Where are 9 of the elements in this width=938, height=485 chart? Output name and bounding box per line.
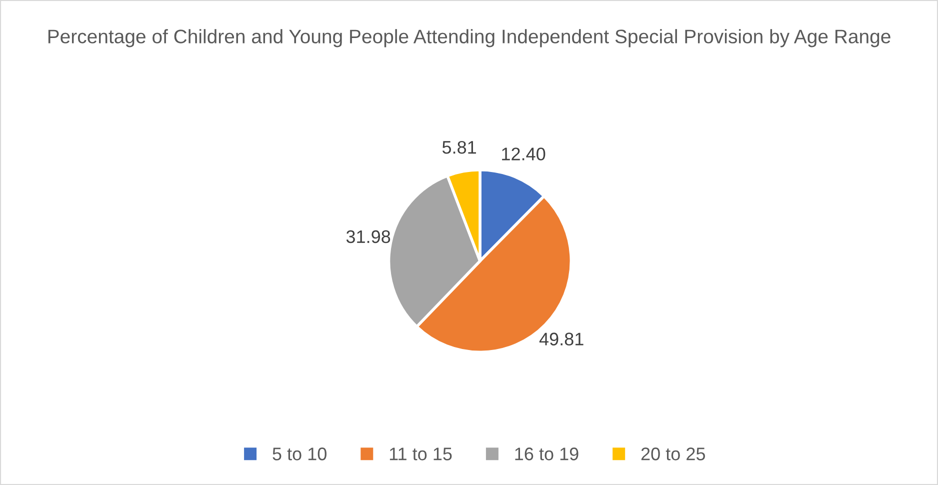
data-label: 5.81 [442,140,476,154]
data-label: 12.40 [502,148,546,160]
legend-label: 16 to 19 [515,448,578,460]
chart-title: Percentage of Children and Young People Attending Independent Special Provision by Age Range [48,29,890,48]
data-label: 49.81 [539,332,584,346]
legend-label: 11 to 15 [390,448,452,460]
data-label: 31.98 [346,230,390,244]
legend-label: 5 to 10 [272,448,326,460]
legend-label: 20 to 25 [641,448,706,460]
